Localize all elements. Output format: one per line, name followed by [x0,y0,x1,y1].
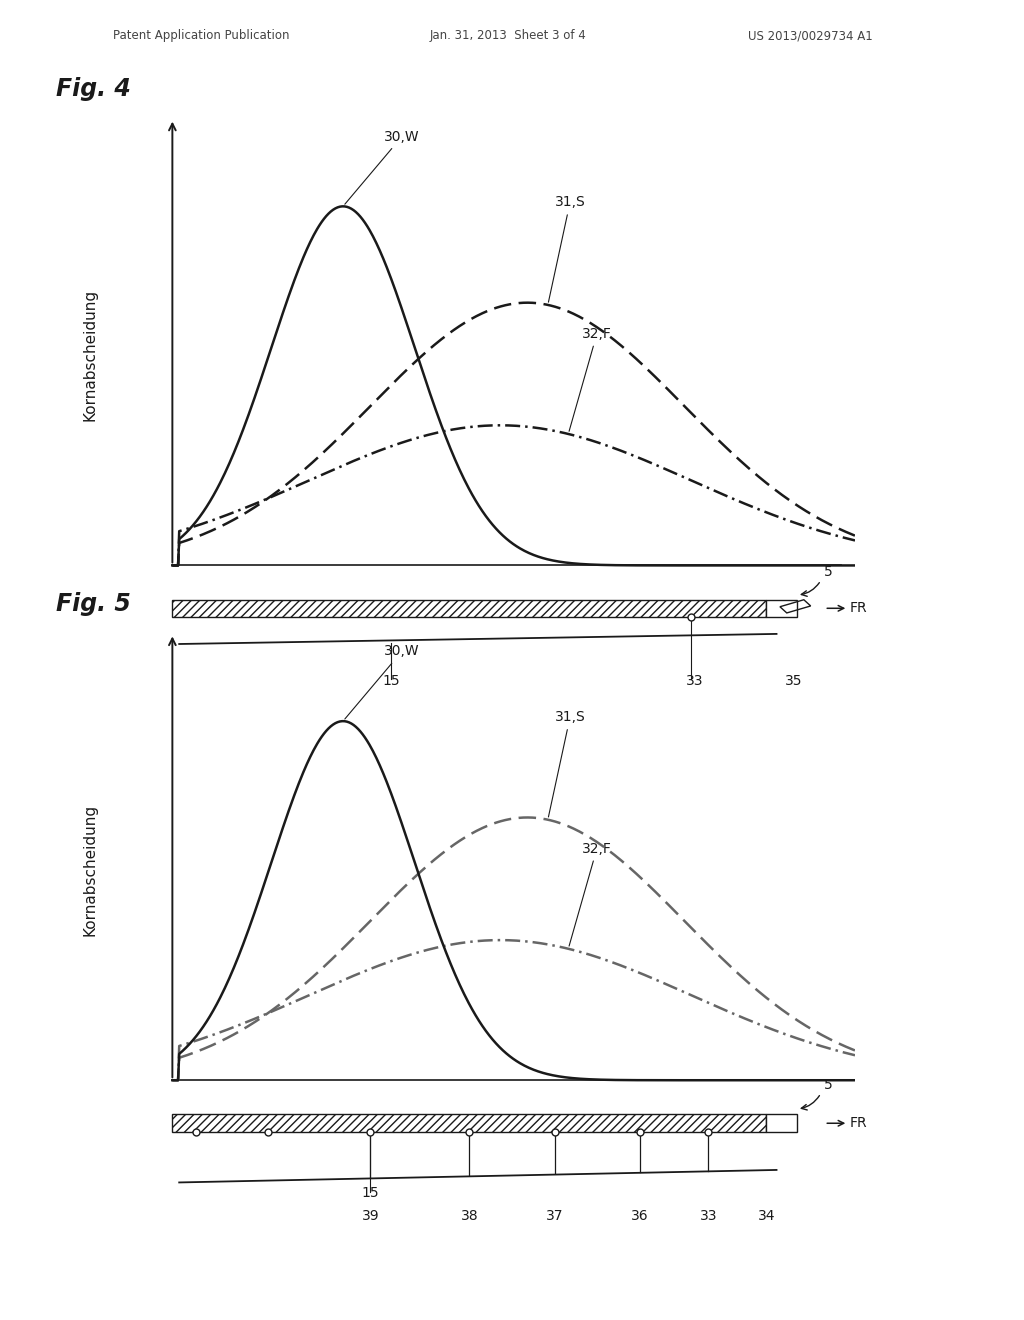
Text: 39: 39 [361,1209,379,1222]
Text: 31,S: 31,S [549,195,586,302]
Text: 5: 5 [824,565,834,579]
Text: 32,F: 32,F [569,327,612,432]
Text: FR: FR [850,1117,867,1130]
Text: 36: 36 [631,1209,649,1222]
Polygon shape [766,1114,797,1133]
Text: Jan. 31, 2013  Sheet 3 of 4: Jan. 31, 2013 Sheet 3 of 4 [430,29,587,42]
Text: 34: 34 [758,1209,775,1222]
Text: 30,W: 30,W [345,129,420,205]
Text: 33: 33 [686,675,703,688]
Text: 37: 37 [546,1209,563,1222]
Text: 31,S: 31,S [549,710,586,817]
Text: Fig. 4: Fig. 4 [56,78,131,102]
Polygon shape [766,599,797,616]
Text: 30,W: 30,W [345,644,420,719]
Text: Patent Application Publication: Patent Application Publication [113,29,289,42]
Text: 33: 33 [699,1209,717,1222]
Text: 35: 35 [784,675,803,688]
Text: 32,F: 32,F [569,842,612,946]
Text: 15: 15 [382,675,399,688]
Polygon shape [172,599,766,616]
Text: US 2013/0029734 A1: US 2013/0029734 A1 [748,29,872,42]
Polygon shape [172,1114,766,1133]
Text: Kornabscheidung: Kornabscheidung [83,804,98,936]
FancyArrowPatch shape [802,582,819,597]
Text: 5: 5 [824,1078,834,1092]
Text: FR: FR [850,602,867,615]
Text: 38: 38 [461,1209,478,1222]
Text: 15: 15 [361,1187,379,1200]
FancyArrowPatch shape [802,1096,819,1110]
Text: Kornabscheidung: Kornabscheidung [83,289,98,421]
Text: Fig. 5: Fig. 5 [56,593,131,616]
